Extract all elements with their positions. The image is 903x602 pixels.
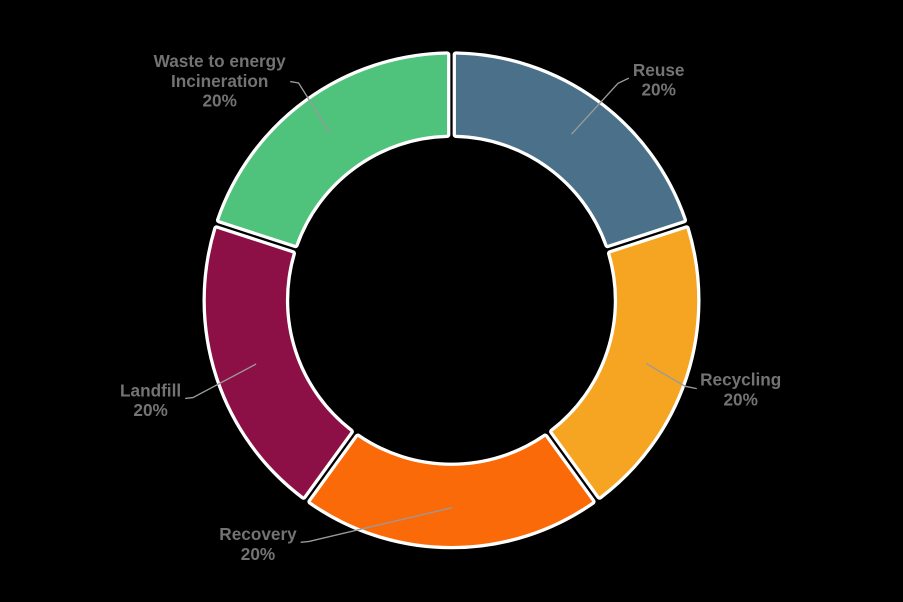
svg-text:Reuse: Reuse	[633, 60, 685, 80]
svg-text:Recovery: Recovery	[219, 524, 297, 544]
svg-text:20%: 20%	[133, 400, 167, 420]
svg-text:Waste to energy: Waste to energy	[154, 51, 287, 71]
svg-text:20%: 20%	[241, 544, 275, 564]
svg-text:Incineration: Incineration	[171, 71, 268, 91]
svg-text:20%: 20%	[641, 80, 675, 100]
svg-text:Landfill: Landfill	[120, 380, 181, 400]
svg-text:20%: 20%	[723, 389, 757, 409]
svg-text:Recycling: Recycling	[700, 370, 781, 390]
svg-text:20%: 20%	[202, 91, 236, 111]
